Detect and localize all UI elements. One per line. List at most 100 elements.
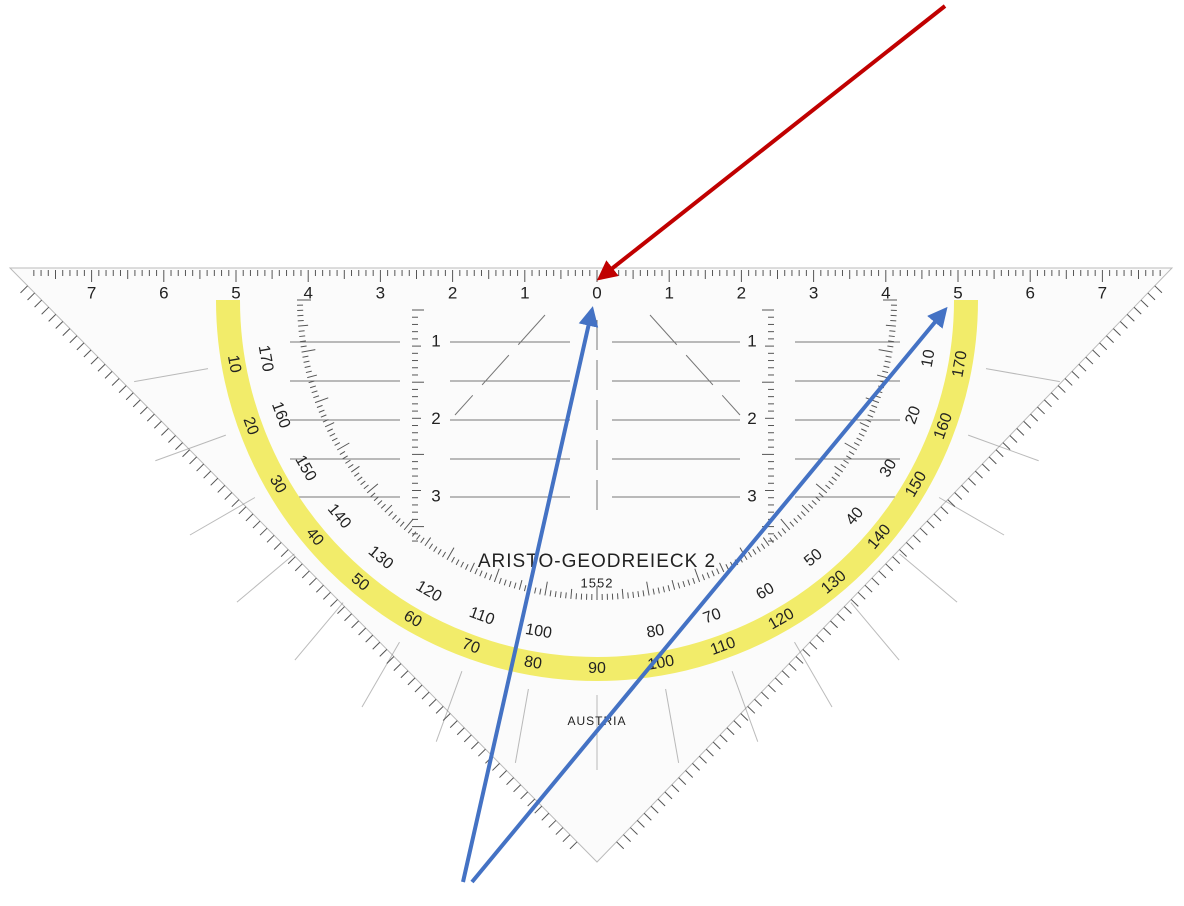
edge-tick [175, 443, 182, 450]
edge-tick [768, 685, 775, 692]
edge-tick [672, 785, 679, 792]
edge-tick [1148, 293, 1155, 300]
edge-tick [464, 735, 471, 742]
edge-tick [63, 329, 70, 336]
edge-tick [499, 771, 506, 778]
edge-tick [727, 728, 734, 735]
edge-tick [1106, 336, 1113, 343]
edge-tick [1086, 357, 1093, 364]
edge-tick [295, 564, 302, 571]
edge-tick [154, 421, 161, 428]
edge-tick [927, 521, 934, 528]
edge-tick [1127, 314, 1134, 321]
edge-tick [962, 485, 969, 492]
edge-tick [556, 828, 563, 835]
depth-label: 2 [747, 409, 756, 428]
ruler-label: 7 [1098, 283, 1107, 302]
ruler-label: 5 [953, 283, 962, 302]
edge-tick [359, 628, 366, 635]
edge-tick [429, 699, 436, 706]
edge-tick [457, 728, 464, 735]
edge-tick [1093, 350, 1100, 357]
edge-tick [830, 621, 837, 628]
edge-tick [549, 820, 556, 827]
degree-ray [295, 603, 343, 660]
edge-tick [330, 599, 337, 606]
edge-tick [755, 699, 762, 706]
degree-tick [889, 331, 895, 332]
edge-tick [920, 528, 927, 535]
depth-label: 1 [747, 331, 756, 350]
edge-tick [713, 742, 720, 749]
edge-tick [975, 471, 982, 478]
edge-tick [644, 813, 651, 820]
edge-tick [168, 436, 175, 443]
edge-tick [934, 514, 941, 521]
edge-tick [658, 799, 665, 806]
ruler-label: 6 [1025, 283, 1034, 302]
edge-tick [893, 557, 900, 564]
edge-tick [161, 428, 168, 435]
edge-tick [1010, 436, 1017, 443]
edge-tick [1065, 378, 1072, 385]
edge-tick [679, 778, 686, 785]
edge-tick [105, 371, 112, 378]
edge-tick [35, 300, 42, 307]
edge-tick [246, 514, 253, 521]
edge-tick [775, 678, 782, 685]
edge-tick [77, 343, 84, 350]
edge-tick [274, 542, 281, 549]
edge-tick [366, 635, 373, 642]
edge-tick [706, 749, 713, 756]
edge-tick [982, 464, 989, 471]
ruler-label: 1 [520, 283, 529, 302]
depth-label: 1 [431, 331, 440, 350]
edge-tick [119, 386, 126, 393]
ruler-label: 0 [592, 283, 601, 302]
edge-tick [844, 607, 851, 614]
edge-tick [1058, 386, 1065, 393]
edge-tick [443, 714, 450, 721]
edge-tick [851, 599, 858, 606]
edge-tick [789, 664, 796, 671]
edge-tick [782, 671, 789, 678]
edge-tick [899, 550, 906, 557]
edge-tick [492, 763, 499, 770]
edge-tick [941, 507, 948, 514]
page-body: {"ruler": {"top_labels": ["7", "6", "5",… [0, 0, 1184, 906]
edge-tick [837, 614, 844, 621]
edge-tick [267, 535, 274, 542]
edge-tick [741, 714, 748, 721]
edge-tick [373, 642, 380, 649]
brand: ARISTO-GEODREIECK 2 [478, 551, 716, 572]
edge-tick [190, 457, 197, 464]
degree-label: 90 [588, 660, 606, 677]
edge-tick [989, 457, 996, 464]
ruler-label: 4 [881, 283, 890, 302]
degree-ray [362, 642, 400, 707]
edge-tick [803, 649, 810, 656]
edge-tick [436, 706, 443, 713]
edge-tick [70, 336, 77, 343]
edge-tick [563, 835, 570, 842]
edge-tick [720, 735, 727, 742]
degree-tick [566, 592, 567, 598]
edge-tick [630, 828, 637, 835]
edge-tick [1120, 321, 1127, 328]
edge-tick [1141, 300, 1148, 307]
edge-tick [1031, 414, 1038, 421]
edge-tick [133, 400, 140, 407]
edge-tick [570, 842, 577, 849]
edge-tick [450, 721, 457, 728]
edge-tick [1134, 307, 1141, 314]
edge-tick [323, 592, 330, 599]
edge-tick [232, 500, 239, 507]
edge-tick [352, 621, 359, 628]
depth-label: 3 [747, 486, 756, 505]
edge-tick [112, 378, 119, 385]
edge-tick [1072, 371, 1079, 378]
edge-tick [56, 321, 63, 328]
degree-ray [190, 498, 255, 536]
depth-label: 3 [431, 486, 440, 505]
edge-tick [514, 785, 521, 792]
